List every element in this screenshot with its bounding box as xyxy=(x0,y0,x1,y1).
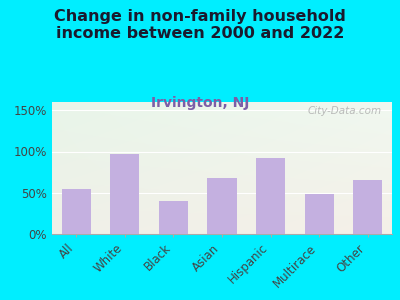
Bar xyxy=(256,158,285,234)
Bar xyxy=(208,178,236,234)
Text: City-Data.com: City-Data.com xyxy=(308,106,382,116)
Bar xyxy=(353,180,382,234)
Bar xyxy=(304,194,334,234)
Bar xyxy=(110,154,140,234)
Text: Change in non-family household
income between 2000 and 2022: Change in non-family household income be… xyxy=(54,9,346,41)
Bar xyxy=(159,201,188,234)
Text: Irvington, NJ: Irvington, NJ xyxy=(151,96,249,110)
Bar xyxy=(62,189,91,234)
